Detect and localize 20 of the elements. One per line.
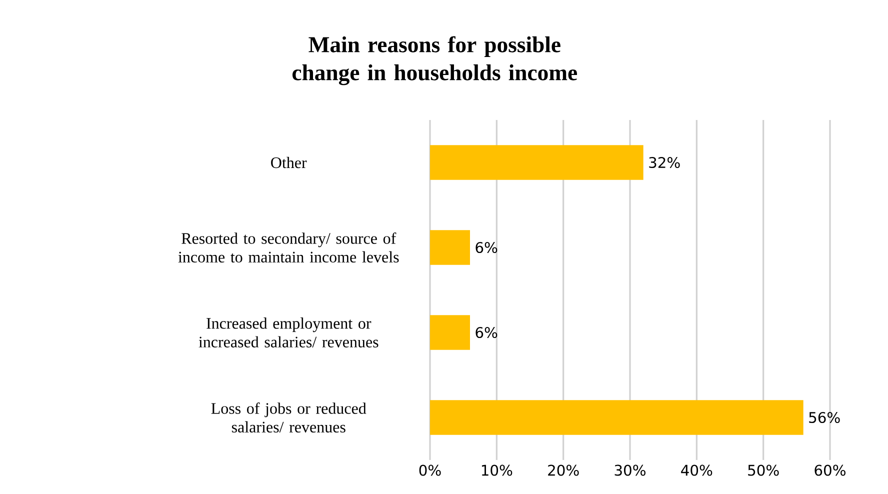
data-label: 32%: [649, 156, 680, 168]
bar: [430, 145, 644, 180]
x-tick-label: 60%: [814, 464, 846, 476]
bar: [430, 400, 804, 435]
x-tick-label: 0%: [419, 464, 441, 476]
bar: [430, 230, 470, 265]
data-label: 56%: [809, 412, 840, 424]
bar: [430, 315, 470, 350]
x-tick-label: 50%: [748, 464, 779, 476]
data-label: 6%: [476, 326, 498, 338]
x-tick-label: 20%: [548, 464, 579, 476]
y-tick-label: Other: [271, 156, 307, 168]
x-tick-label: 30%: [614, 464, 646, 476]
y-tick-label: Loss of jobs or reduced salaries/ revenues: [211, 402, 366, 433]
data-label: 6%: [476, 242, 498, 254]
x-tick-label: 10%: [482, 464, 512, 476]
y-tick-label: Resorted to secondary/ source of income to maintain income levels: [178, 232, 399, 263]
y-tick-label: Increased employment or increased salaries/ revenues: [198, 318, 378, 348]
x-tick-label: 40%: [681, 464, 712, 476]
chart-title: Main reasons for possible change in households income: [292, 36, 577, 86]
